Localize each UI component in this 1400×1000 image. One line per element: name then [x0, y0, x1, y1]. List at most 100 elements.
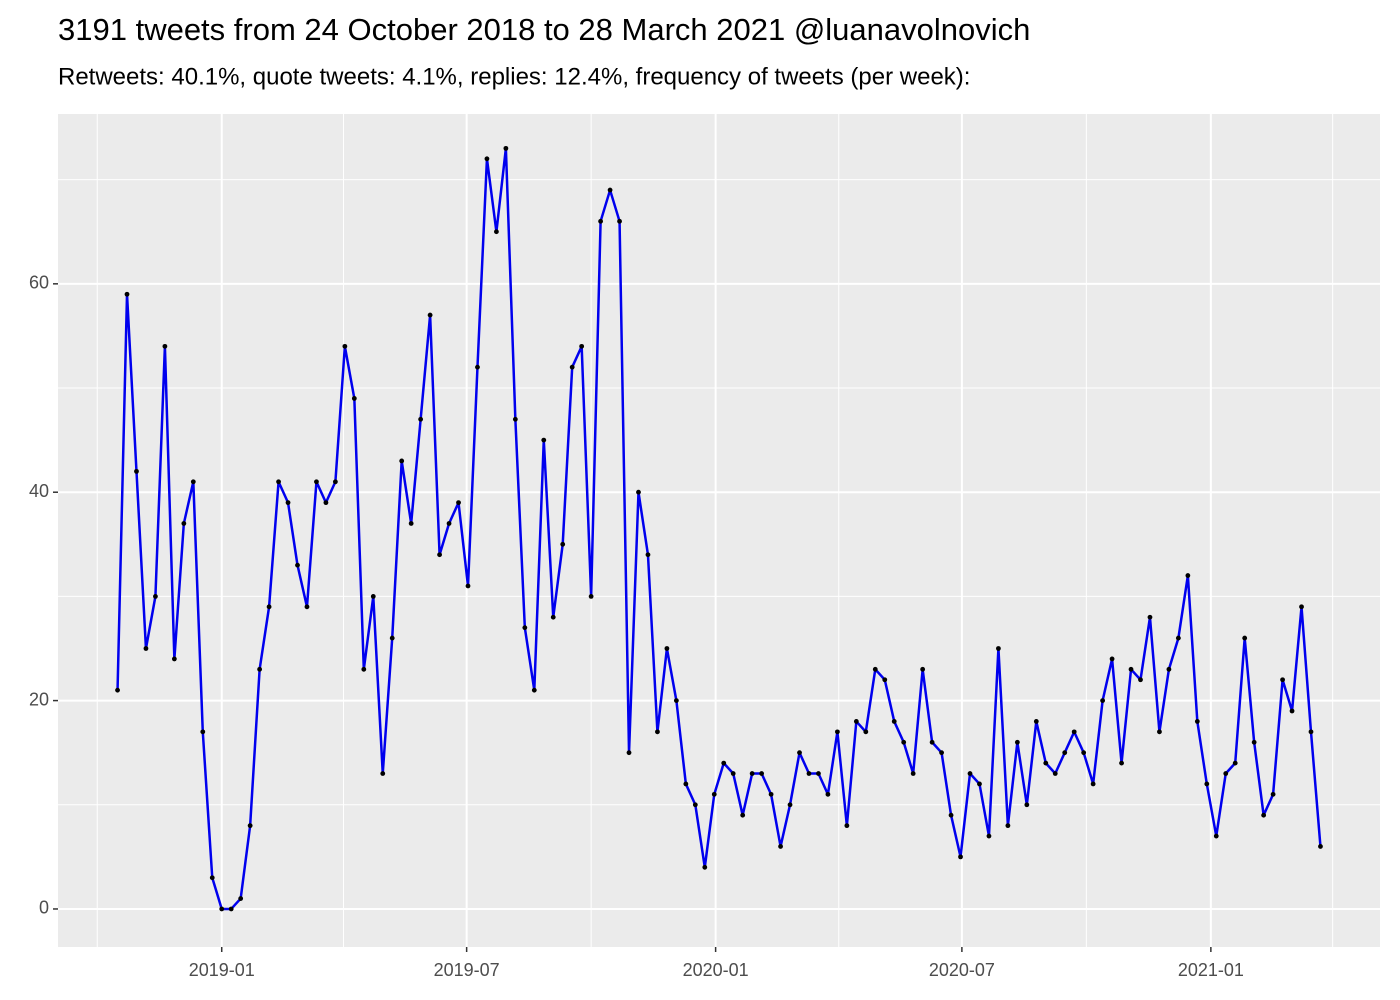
data-point — [683, 781, 689, 787]
data-point — [446, 521, 452, 526]
data-point — [1043, 760, 1049, 766]
data-point — [209, 875, 215, 881]
data-point — [863, 729, 869, 735]
data-point — [266, 604, 272, 610]
data-point — [295, 562, 300, 568]
data-point — [1138, 677, 1143, 683]
data-point — [749, 771, 755, 776]
data-point — [1100, 698, 1106, 703]
data-point — [787, 802, 793, 808]
data-point — [342, 343, 348, 349]
data-point — [1052, 771, 1058, 776]
data-point — [1157, 729, 1162, 735]
data-point — [1128, 666, 1134, 672]
data-point — [124, 291, 130, 297]
data-point — [1071, 729, 1077, 735]
data-point — [314, 479, 319, 485]
data-point — [1242, 635, 1248, 641]
data-point — [806, 771, 812, 776]
data-point — [181, 521, 187, 526]
data-point — [541, 437, 547, 443]
data-point — [427, 312, 433, 318]
data-point — [380, 771, 386, 776]
series-line — [116, 147, 1322, 911]
data-point — [910, 771, 916, 776]
data-point — [219, 906, 225, 912]
data-point — [1033, 719, 1039, 724]
data-point — [484, 156, 490, 162]
data-point — [929, 739, 935, 745]
data-point — [1062, 750, 1068, 756]
data-point — [768, 791, 774, 797]
data-point — [190, 479, 196, 485]
data-point — [825, 791, 831, 797]
data-point — [162, 343, 168, 349]
data-point — [1299, 604, 1304, 610]
plot-panel — [58, 114, 1380, 947]
x-tick-label: 2019-01 — [189, 960, 255, 980]
data-point — [560, 541, 566, 547]
data-point — [399, 458, 405, 464]
data-point — [304, 604, 310, 610]
data-point — [1090, 781, 1096, 787]
data-point — [408, 521, 414, 526]
data-point — [986, 833, 992, 839]
x-tick-label: 2020-01 — [683, 960, 749, 980]
y-tick-label: 60 — [29, 273, 49, 293]
data-point — [1308, 729, 1314, 735]
data-point — [1280, 677, 1285, 683]
data-point — [1194, 719, 1200, 724]
data-point — [569, 364, 575, 370]
data-point — [200, 729, 206, 735]
data-point — [437, 552, 442, 558]
data-point — [655, 729, 660, 735]
data-point — [721, 760, 727, 766]
data-point — [702, 864, 708, 870]
data-point — [465, 583, 471, 589]
data-point — [475, 364, 480, 370]
chart-subtitle: Retweets: 40.1%, quote tweets: 4.1%, rep… — [58, 63, 970, 90]
data-point — [1014, 739, 1020, 745]
data-point — [1289, 708, 1295, 714]
x-tick-label: 2020-07 — [929, 960, 995, 980]
data-point — [853, 719, 859, 724]
data-point — [323, 500, 329, 506]
data-point — [531, 687, 537, 693]
data-point — [579, 343, 585, 349]
data-point — [939, 750, 944, 756]
data-point — [228, 906, 234, 912]
data-point — [844, 823, 850, 829]
data-point — [967, 771, 973, 776]
data-point — [1005, 823, 1011, 829]
data-point — [134, 468, 139, 474]
data-point — [645, 552, 651, 558]
data-point — [759, 771, 765, 776]
data-point — [1119, 760, 1124, 766]
data-point — [1204, 781, 1210, 787]
data-point — [778, 844, 783, 849]
data-point — [834, 729, 840, 735]
data-point — [115, 687, 120, 693]
data-point — [664, 646, 670, 651]
data-point — [1270, 791, 1276, 797]
data-point — [153, 594, 158, 599]
data-point — [332, 479, 338, 485]
data-point — [626, 750, 632, 756]
data-point — [494, 229, 499, 235]
data-point — [143, 646, 149, 651]
data-point — [512, 416, 518, 422]
data-point — [692, 802, 698, 808]
data-point — [1213, 833, 1219, 839]
data-point — [958, 854, 963, 860]
x-tick-label: 2021-01 — [1178, 960, 1244, 980]
y-tick-label: 0 — [39, 898, 49, 918]
data-point — [285, 500, 291, 506]
data-point — [1251, 739, 1257, 745]
data-point — [1185, 573, 1191, 578]
data-point — [370, 594, 376, 599]
data-point — [977, 781, 982, 787]
data-point — [171, 656, 177, 662]
data-point — [418, 416, 424, 422]
data-point — [882, 677, 888, 683]
data-point — [730, 771, 736, 776]
